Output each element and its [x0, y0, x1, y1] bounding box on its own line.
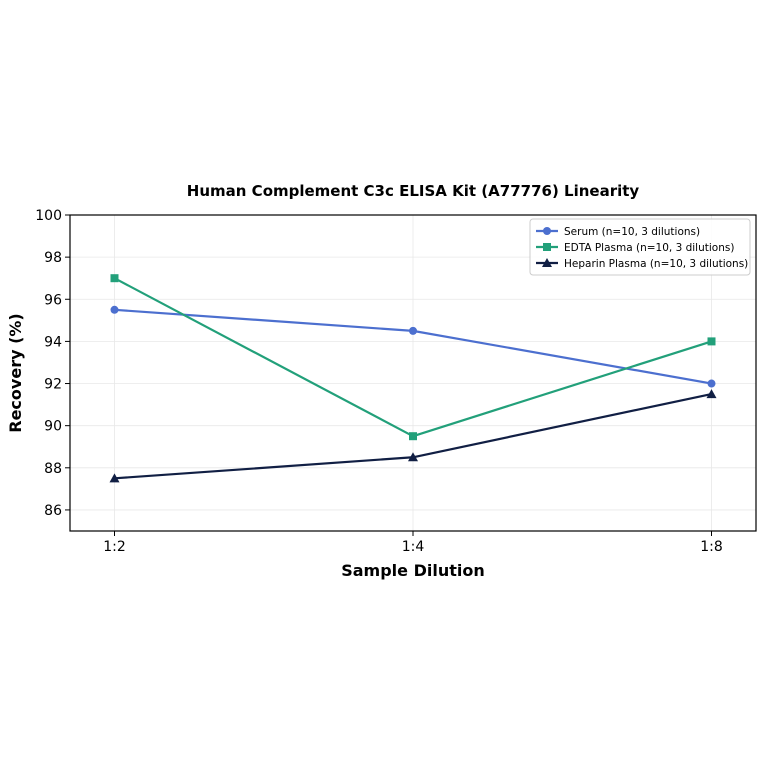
y-axis-label: Recovery (%)	[6, 313, 25, 432]
legend-label: Serum (n=10, 3 dilutions)	[564, 226, 700, 238]
data-point	[110, 305, 119, 314]
data-point	[706, 389, 717, 399]
legend-swatch-marker	[542, 258, 552, 267]
legend-item: Serum (n=10, 3 dilutions)	[536, 226, 700, 238]
legend-item: Heparin Plasma (n=10, 3 dilutions)	[536, 258, 748, 270]
legend: Serum (n=10, 3 dilutions) EDTA Plasma (n=…	[529, 218, 751, 276]
y-tick-label: 94	[44, 334, 62, 350]
legend-label: Heparin Plasma (n=10, 3 dilutions)	[564, 258, 748, 270]
legend-label: EDTA Plasma (n=10, 3 dilutions)	[564, 242, 734, 254]
data-point	[409, 326, 417, 335]
data-point	[707, 379, 716, 388]
axes: 86 88 90 92 94 96 98 100 1:2 1:4 1:8	[35, 208, 757, 555]
y-tick-label: 92	[44, 377, 62, 393]
data-point	[408, 452, 418, 462]
y-tick-label: 90	[44, 419, 62, 435]
data-point	[109, 473, 120, 483]
data-point	[409, 432, 417, 441]
y-tick-label: 88	[44, 461, 62, 477]
x-tick-label: 1:8	[700, 539, 723, 555]
legend-swatch-marker	[543, 243, 551, 251]
series-layer	[109, 274, 717, 483]
series-2	[110, 274, 716, 441]
legend-box	[529, 218, 751, 276]
series-3	[109, 389, 717, 483]
y-tick-label: 86	[44, 503, 62, 519]
x-tick-label: 1:2	[103, 539, 126, 555]
y-tick-label: 98	[44, 250, 62, 266]
series-1	[110, 305, 716, 388]
legend-swatch-marker	[543, 227, 551, 235]
x-tick-label: 1:4	[402, 539, 425, 555]
data-point	[707, 337, 716, 346]
x-axis-label: Sample Dilution	[341, 561, 485, 580]
y-tick-label: 96	[44, 292, 62, 308]
data-point	[110, 274, 119, 283]
y-tick-label: 100	[35, 208, 62, 224]
chart-title: Human Complement C3c ELISA Kit (A77776) …	[187, 182, 640, 200]
legend-item: EDTA Plasma (n=10, 3 dilutions)	[536, 242, 734, 254]
